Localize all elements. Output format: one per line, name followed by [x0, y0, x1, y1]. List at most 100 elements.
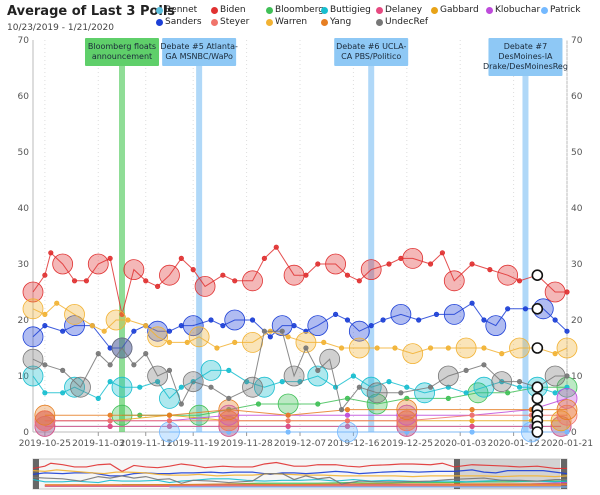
data-point	[491, 371, 513, 393]
data-point	[34, 415, 56, 437]
data-point	[166, 328, 173, 334]
data-point	[214, 345, 220, 351]
legend-item-yang[interactable]: Yang	[321, 17, 351, 27]
data-point	[34, 404, 56, 426]
data-point	[556, 337, 578, 359]
data-point	[485, 315, 507, 337]
data-point	[200, 359, 222, 381]
legend-item-patrick[interactable]: Patrick	[541, 5, 580, 15]
data-point	[70, 376, 91, 398]
overview-series-line	[44, 483, 567, 486]
data-point	[111, 376, 133, 398]
data-point	[52, 253, 74, 275]
annotation-box	[162, 38, 237, 66]
data-point	[218, 399, 240, 421]
data-point	[279, 328, 285, 334]
data-point	[386, 378, 392, 385]
data-point	[392, 345, 398, 351]
data-point	[374, 345, 380, 351]
data-point	[315, 401, 321, 407]
data-point	[509, 337, 530, 359]
data-point	[279, 378, 285, 385]
data-point	[267, 334, 273, 340]
annotation-band	[368, 38, 375, 432]
data-point	[338, 345, 345, 351]
data-point	[564, 373, 570, 379]
data-point	[499, 350, 505, 357]
data-point	[137, 384, 143, 390]
data-point	[307, 365, 329, 387]
data-point	[443, 270, 465, 292]
data-point	[344, 418, 351, 424]
x-tick-label: 2019-11-28	[220, 439, 273, 449]
data-point	[131, 328, 137, 334]
data-point	[123, 259, 145, 281]
data-point	[178, 255, 184, 261]
data-point	[481, 362, 487, 368]
data-point	[315, 261, 321, 267]
legend-label: Bennet	[165, 5, 198, 15]
annotation-box	[488, 38, 563, 76]
overview-series-line	[32, 461, 567, 473]
legend-item-steyer[interactable]: Steyer	[211, 17, 249, 27]
data-point	[427, 345, 434, 351]
legend-item-undecref[interactable]: UndecRef	[376, 17, 428, 27]
data-point	[273, 244, 279, 250]
data-point	[552, 390, 558, 396]
data-point	[147, 365, 169, 387]
data-point	[226, 367, 232, 373]
legend-item-klobuchar[interactable]: Klobuchar	[486, 5, 540, 15]
legend-item-bennet[interactable]: Bennet	[156, 5, 197, 15]
data-point	[319, 348, 341, 370]
data-point	[261, 328, 267, 334]
data-point	[564, 429, 570, 435]
data-point	[285, 418, 291, 424]
legend-item-delaney[interactable]: Delaney	[376, 5, 422, 15]
data-point	[469, 418, 475, 424]
data-point	[285, 423, 291, 429]
data-point	[360, 259, 382, 281]
legend-item-gabbard[interactable]: Gabbard	[431, 5, 479, 15]
data-point	[556, 399, 578, 421]
x-tick-label: 2020-01-03	[434, 439, 486, 449]
x-tick-label: 2019-11-19	[167, 439, 220, 449]
data-point	[366, 393, 388, 415]
legend-item-sanders[interactable]: Sanders	[156, 17, 202, 27]
data-point	[147, 326, 169, 348]
data-point	[107, 362, 113, 368]
data-point	[143, 350, 149, 357]
data-point	[433, 311, 440, 317]
legend-item-bloomberg[interactable]: Bloomberg	[266, 5, 324, 15]
data-point	[159, 421, 180, 443]
y-tick-label-right: 30	[571, 260, 583, 270]
legend-item-buttigieg[interactable]: Buttigieg	[321, 5, 371, 15]
data-point	[42, 272, 48, 278]
data-point	[402, 343, 424, 365]
data-point	[469, 429, 475, 435]
data-point	[348, 337, 370, 359]
data-point	[42, 362, 48, 368]
data-point	[105, 309, 127, 331]
annotation-band	[522, 38, 529, 432]
overview-series-line	[32, 478, 568, 484]
y-tick-label-right: 40	[571, 204, 583, 214]
series-line	[122, 386, 567, 416]
legend-item-warren[interactable]: Warren	[266, 17, 307, 27]
legend-item-biden[interactable]: Biden	[211, 5, 246, 15]
legend-dot	[431, 6, 438, 14]
data-point	[190, 266, 196, 273]
data-point	[22, 348, 44, 370]
latest-marker	[531, 342, 544, 354]
data-point	[445, 345, 451, 351]
annotation-band	[119, 38, 125, 432]
data-point	[344, 272, 351, 278]
data-point	[34, 410, 56, 432]
data-point	[224, 309, 246, 331]
data-point	[463, 367, 469, 373]
data-point	[402, 247, 424, 269]
legend-dot	[211, 6, 218, 14]
data-point	[552, 317, 558, 323]
latest-marker	[531, 269, 544, 282]
